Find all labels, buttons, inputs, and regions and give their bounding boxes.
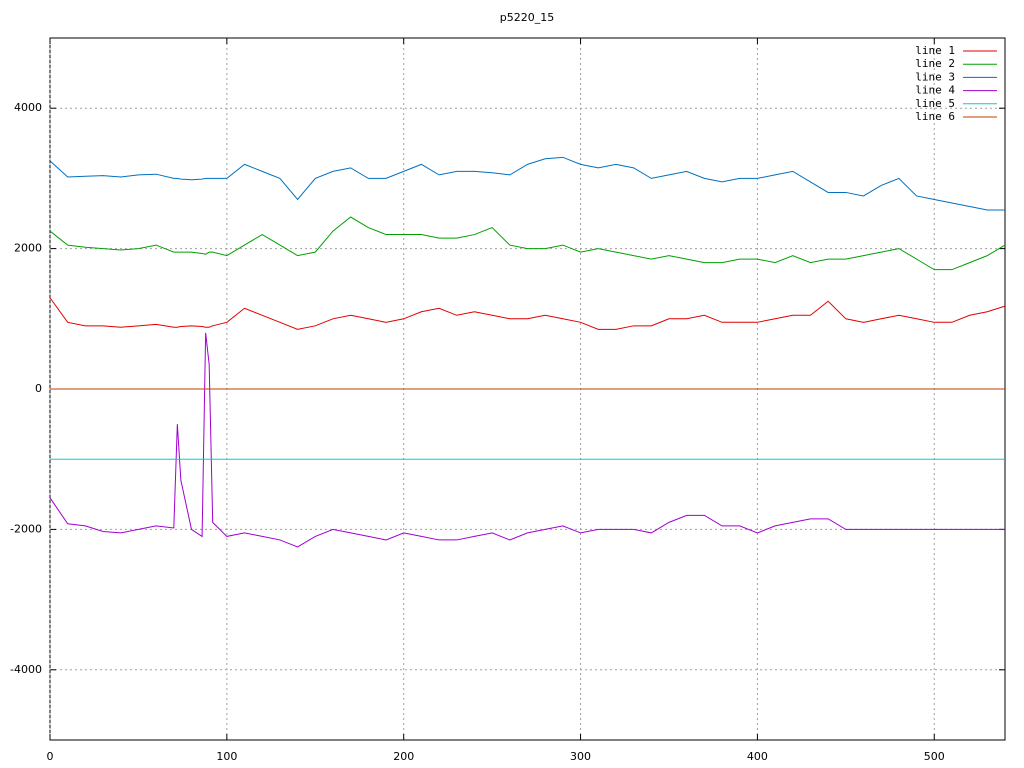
y-tick-label: 0 xyxy=(35,382,42,395)
x-tick-label: 100 xyxy=(216,750,237,763)
x-tick-label: 0 xyxy=(47,750,54,763)
x-tick-label: 300 xyxy=(570,750,591,763)
y-tick-label: 2000 xyxy=(14,242,42,255)
series-line xyxy=(49,297,1006,330)
legend-label: line 6 xyxy=(915,110,955,123)
series-line xyxy=(49,156,1005,211)
series-line xyxy=(49,216,1006,271)
legend-label: line 5 xyxy=(915,97,955,110)
y-tick-label: 4000 xyxy=(14,101,42,114)
chart-title: p5220_15 xyxy=(500,11,554,24)
x-tick-label: 400 xyxy=(747,750,768,763)
x-tick-label: 500 xyxy=(924,750,945,763)
series-line xyxy=(49,332,1005,548)
y-tick-label: -4000 xyxy=(10,663,42,676)
legend-label: line 4 xyxy=(915,84,955,97)
y-tick-label: -2000 xyxy=(10,522,42,535)
legend-label: line 3 xyxy=(915,70,955,83)
legend-label: line 1 xyxy=(915,44,955,57)
legend-label: line 2 xyxy=(915,57,955,70)
x-tick-label: 200 xyxy=(393,750,414,763)
